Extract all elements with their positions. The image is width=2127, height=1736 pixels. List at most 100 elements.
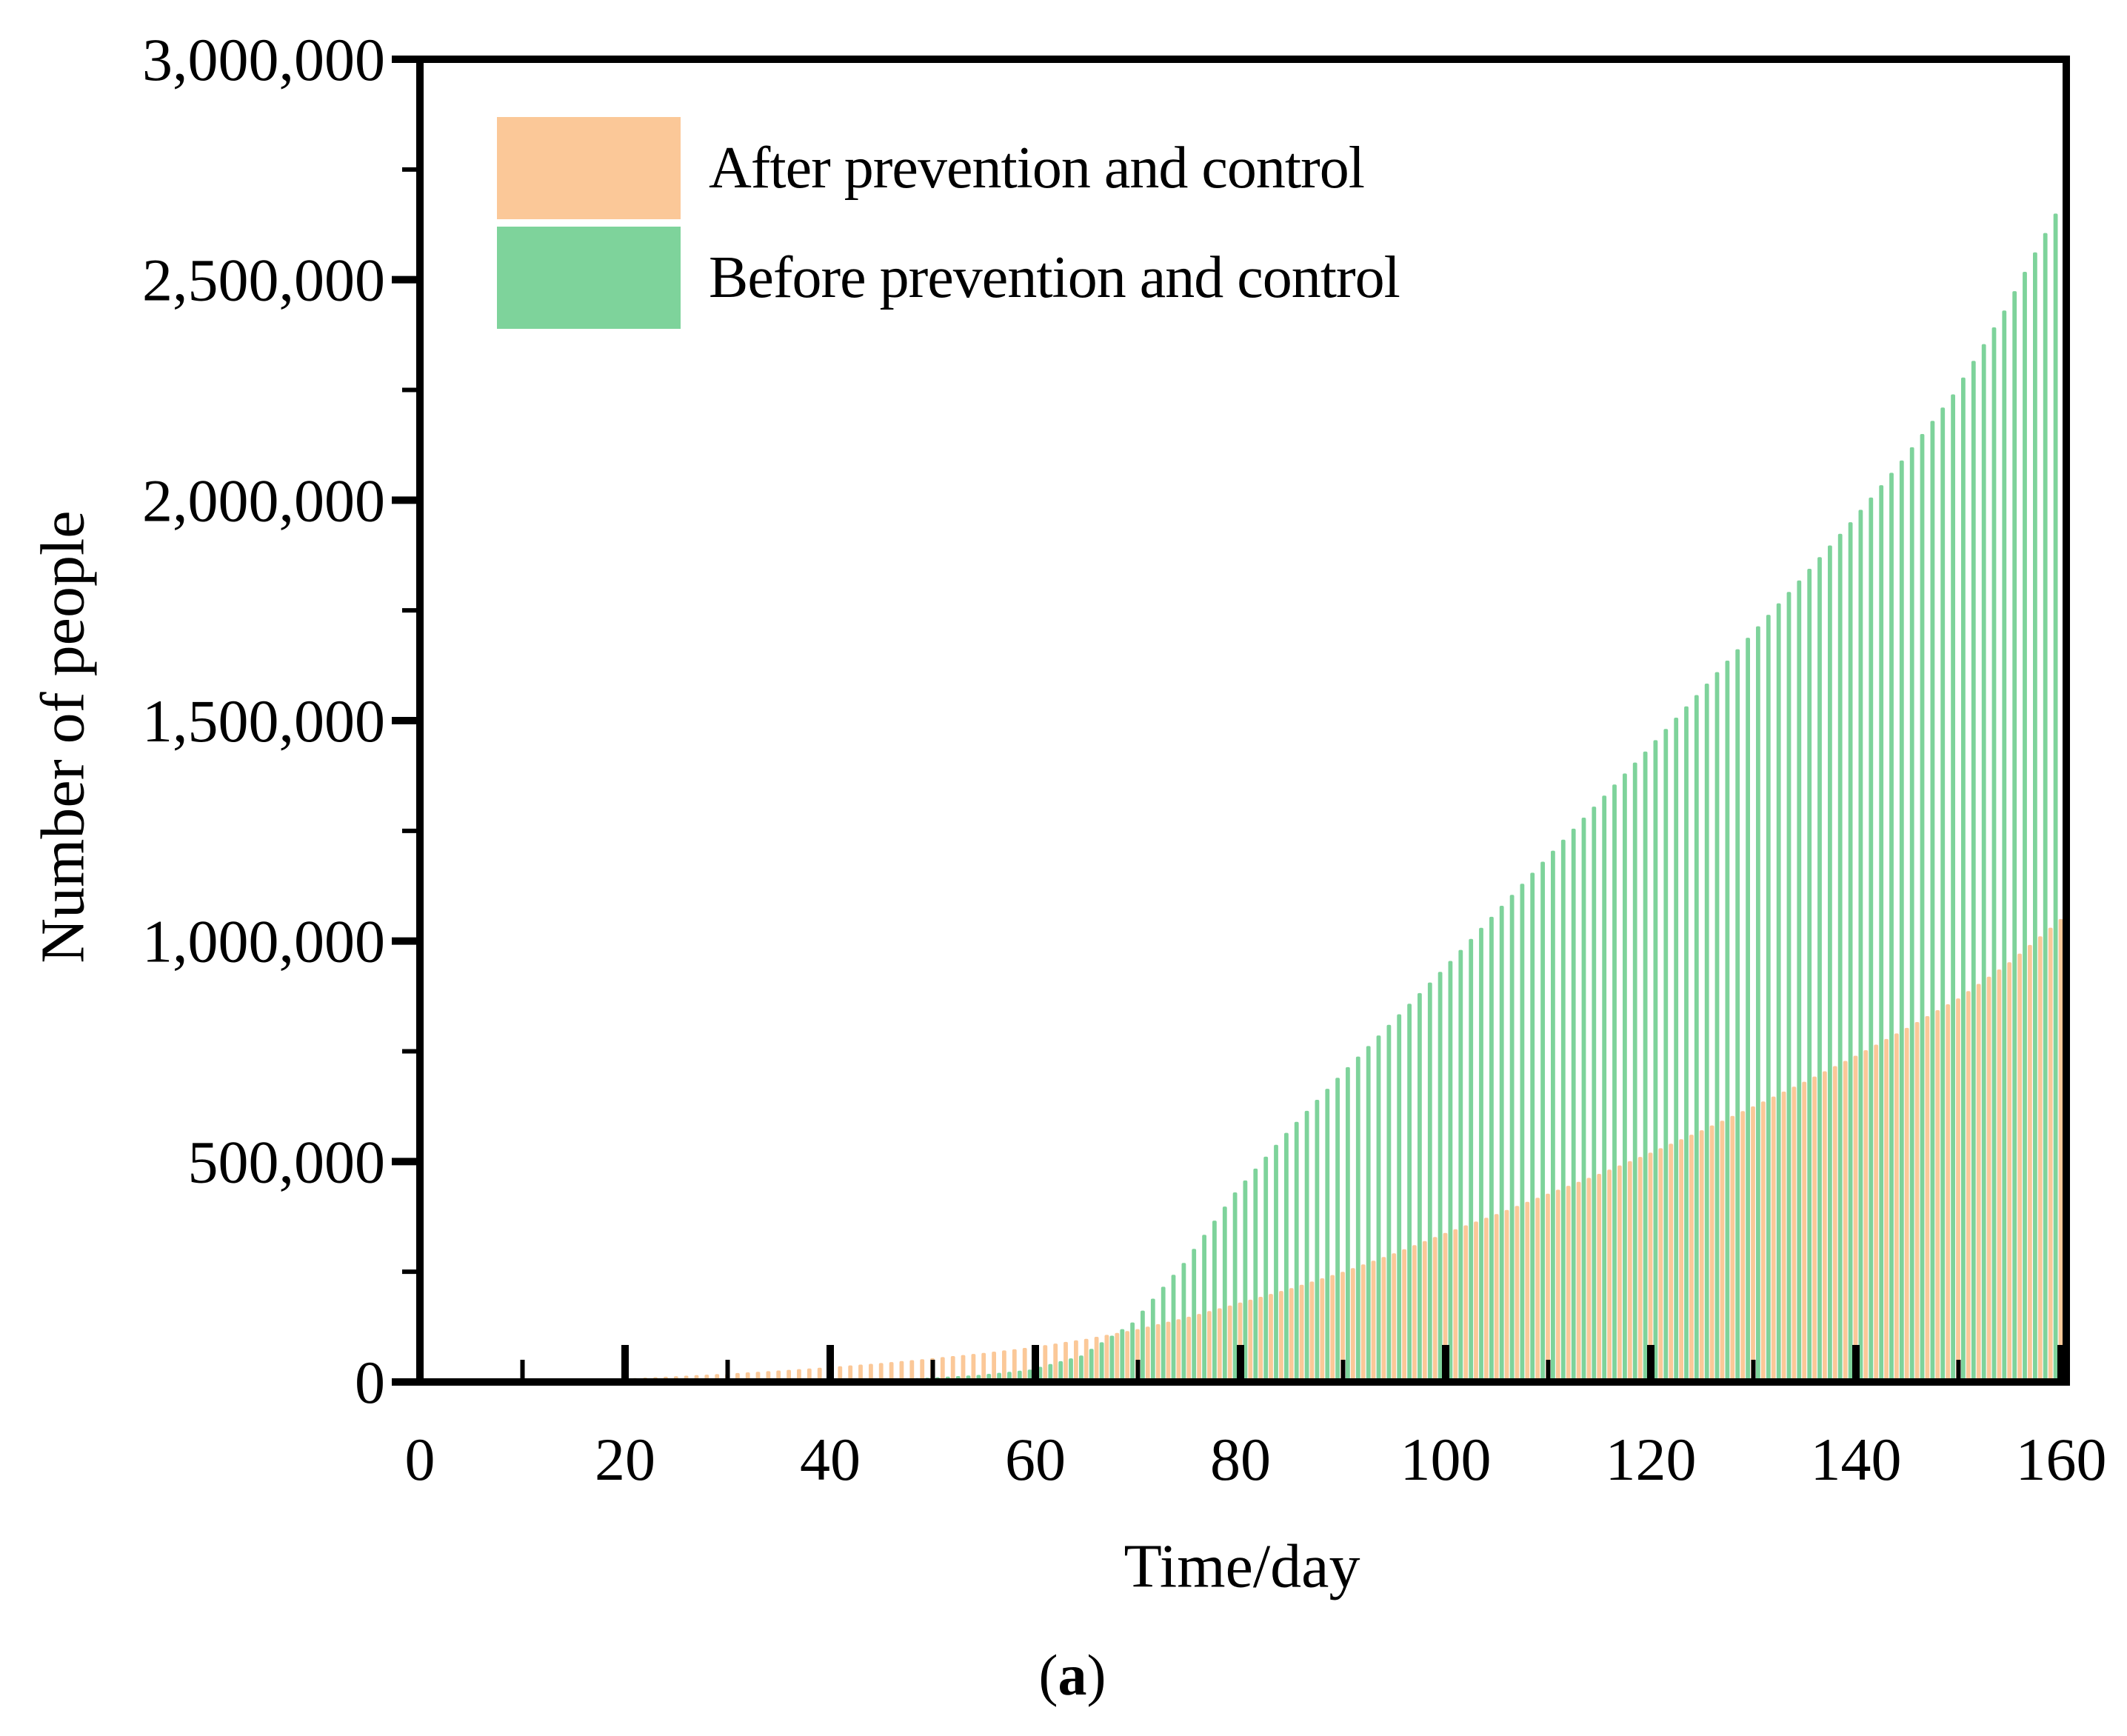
- bar-after: [755, 1372, 761, 1378]
- bar-before: [1325, 1089, 1330, 1378]
- bars-before: [915, 213, 2058, 1385]
- bar-before: [1509, 895, 1515, 1378]
- x-tick-label: 40: [800, 1426, 861, 1493]
- bar-before: [1551, 850, 1555, 1378]
- bar-before: [915, 1378, 919, 1385]
- legend-label-after: After prevention and control: [709, 136, 1365, 201]
- x-tick-label: 140: [1811, 1426, 1902, 1493]
- bar-after: [1350, 1268, 1355, 1378]
- bar-before: [1714, 672, 1720, 1378]
- y-tick-label: 2,000,000: [142, 467, 385, 534]
- bar-before: [1274, 1144, 1278, 1378]
- bar-before: [1479, 927, 1483, 1378]
- legend-swatch-after: [497, 117, 681, 219]
- x-tick-label: 80: [1210, 1426, 1271, 1493]
- bar-after: [704, 1375, 709, 1378]
- bar-after: [2058, 918, 2063, 1378]
- bars: [633, 213, 2063, 1385]
- bar-after: [1966, 991, 1971, 1378]
- bar-before: [1315, 1100, 1320, 1378]
- bar-after: [1453, 1229, 1458, 1378]
- bar-after: [807, 1368, 812, 1378]
- bar-after: [1515, 1206, 1520, 1378]
- bar-after: [633, 1378, 638, 1385]
- bar-before: [1971, 361, 1976, 1378]
- bar-before: [1592, 807, 1597, 1378]
- bar-after: [981, 1352, 986, 1378]
- bar-before: [1438, 972, 1443, 1378]
- bar-before: [1386, 1024, 1392, 1378]
- bar-before: [1776, 603, 1781, 1378]
- bar-before: [955, 1376, 961, 1378]
- bar-after: [664, 1376, 668, 1378]
- bar-after: [1094, 1337, 1099, 1378]
- bar-before: [1017, 1370, 1022, 1378]
- bar-after: [1792, 1086, 1797, 1378]
- bar-after: [1012, 1349, 1017, 1378]
- bar-after: [961, 1355, 966, 1378]
- bar-before: [1304, 1110, 1309, 1378]
- y-tick-label: 0: [355, 1349, 385, 1416]
- bar-before: [1981, 344, 1986, 1378]
- bar-before: [1704, 684, 1709, 1378]
- bar-before: [1786, 592, 1792, 1378]
- bar-before: [2012, 291, 2017, 1378]
- bar-after: [1381, 1257, 1386, 1378]
- bar-before: [1540, 861, 1545, 1378]
- bar-before: [925, 1378, 929, 1385]
- bar-after: [735, 1372, 740, 1378]
- bar-before: [1427, 982, 1432, 1378]
- bar-after: [1832, 1066, 1837, 1378]
- bar-after: [1504, 1209, 1509, 1378]
- axis-ticks: [392, 56, 2065, 1386]
- bar-after: [694, 1375, 699, 1378]
- bar-after: [1823, 1071, 1827, 1378]
- bar-before: [1079, 1355, 1083, 1378]
- bar-after: [940, 1357, 945, 1378]
- bar-after: [1083, 1338, 1089, 1378]
- bar-before: [1407, 1004, 1412, 1378]
- bar-after: [1463, 1225, 1469, 1378]
- bar-after: [1627, 1161, 1632, 1378]
- bar-after: [1802, 1081, 1807, 1378]
- bar-before: [1222, 1206, 1227, 1378]
- bar-before: [1448, 961, 1453, 1378]
- bar-before: [1581, 818, 1586, 1378]
- bar-before: [1346, 1066, 1350, 1378]
- bar-after: [889, 1362, 894, 1378]
- bar-after: [1525, 1201, 1530, 1378]
- bar-after: [920, 1359, 925, 1378]
- bar-after: [1637, 1157, 1643, 1378]
- bar-before: [1756, 626, 1760, 1378]
- bar-before: [1940, 407, 1946, 1378]
- bar-after: [1760, 1101, 1766, 1378]
- bar-before: [1007, 1372, 1012, 1378]
- bar-after: [1853, 1055, 1858, 1378]
- bar-after: [1884, 1038, 1889, 1378]
- bar-before: [1520, 884, 1525, 1378]
- bar-after: [1976, 984, 1981, 1378]
- bar-before: [1848, 522, 1853, 1378]
- bar-before: [1663, 729, 1669, 1378]
- bar-after: [1484, 1218, 1489, 1378]
- bar-after: [1299, 1284, 1304, 1378]
- bar-before: [1858, 510, 1863, 1378]
- x-tick-label: 60: [1005, 1426, 1066, 1493]
- bar-before: [1161, 1286, 1166, 1378]
- legend-label-before: Before prevention and control: [709, 245, 1400, 310]
- bar-before: [1837, 533, 1843, 1378]
- bar-after: [909, 1360, 915, 1378]
- bar-before: [1930, 421, 1935, 1378]
- bar-after: [1720, 1121, 1725, 1378]
- legend-item-after: After prevention and control: [497, 117, 1400, 219]
- bar-before: [1694, 695, 1699, 1378]
- bar-before: [1951, 394, 1955, 1378]
- bar-after: [684, 1375, 689, 1378]
- bar-after: [1781, 1091, 1786, 1378]
- plot-frame: [416, 56, 2070, 1386]
- bar-before: [966, 1375, 971, 1378]
- bar-after: [1412, 1245, 1417, 1378]
- y-tick-label: 2,500,000: [142, 247, 385, 314]
- bar-before: [1735, 649, 1740, 1378]
